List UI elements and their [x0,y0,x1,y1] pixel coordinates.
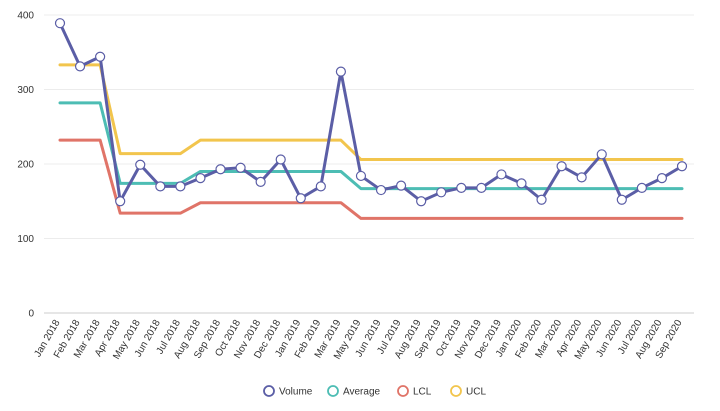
legend-item-ucl[interactable]: UCL [450,385,486,398]
legend-label-volume: Volume [279,387,313,398]
data-point-volume [54,18,66,29]
data-point-volume [275,154,286,165]
y-tick-label: 300 [17,85,34,96]
legend[interactable]: Volume Average LCL UCL [263,385,486,398]
grid [44,14,694,314]
legend-marker-volume [263,385,275,397]
legend-item-volume[interactable]: Volume [263,385,313,398]
data-point-volume [235,162,246,173]
data-point-volume [135,159,146,170]
data-point-volume [395,180,407,191]
data-point-volume [616,194,627,205]
data-point-volume [636,182,647,193]
series-line-lcl [58,138,684,220]
series-line-volume [58,21,684,203]
data-point-volume [155,181,166,192]
data-point-volume [436,187,447,198]
data-point-volume [516,178,527,189]
data-point-volume [576,172,587,183]
series-line-ucl [58,63,684,162]
legend-label-lcl: LCL [413,387,432,398]
data-point-volume [596,149,607,160]
data-point-volume [496,169,507,180]
data-point-volume [74,61,86,72]
legend-marker-average [327,385,339,397]
series-line-average [58,101,684,191]
series [54,18,688,220]
legend-marker-lcl [397,385,409,397]
data-point-volume [175,181,186,192]
data-point-volume [355,170,367,182]
data-point-volume [315,181,326,192]
data-point-volume [375,184,387,196]
y-tick-label: 200 [17,160,34,171]
data-point-volume [656,173,668,184]
data-point-volume [95,51,106,62]
legend-label-average: Average [343,387,381,398]
legend-item-average[interactable]: Average [327,385,381,398]
data-point-volume [476,182,487,193]
data-point-volume [215,164,226,175]
data-point-volume [335,66,347,77]
data-point-volume [556,161,567,172]
data-point-volume [416,196,427,207]
data-point-volume [115,196,126,207]
y-tick-label: 100 [17,234,34,245]
legend-marker-ucl [450,385,462,397]
y-tick-label: 0 [28,309,34,320]
data-point-volume [255,176,266,187]
legend-item-lcl[interactable]: LCL [397,385,432,398]
data-point-volume [676,161,688,172]
data-point-volume [456,182,467,193]
y-tick-label: 400 [17,11,34,22]
legend-label-ucl: UCL [466,387,486,398]
data-point-volume [195,173,206,184]
data-point-volume [295,193,306,204]
data-point-volume [536,194,547,205]
y-axis: 0 100 200 300 400 [17,11,34,320]
